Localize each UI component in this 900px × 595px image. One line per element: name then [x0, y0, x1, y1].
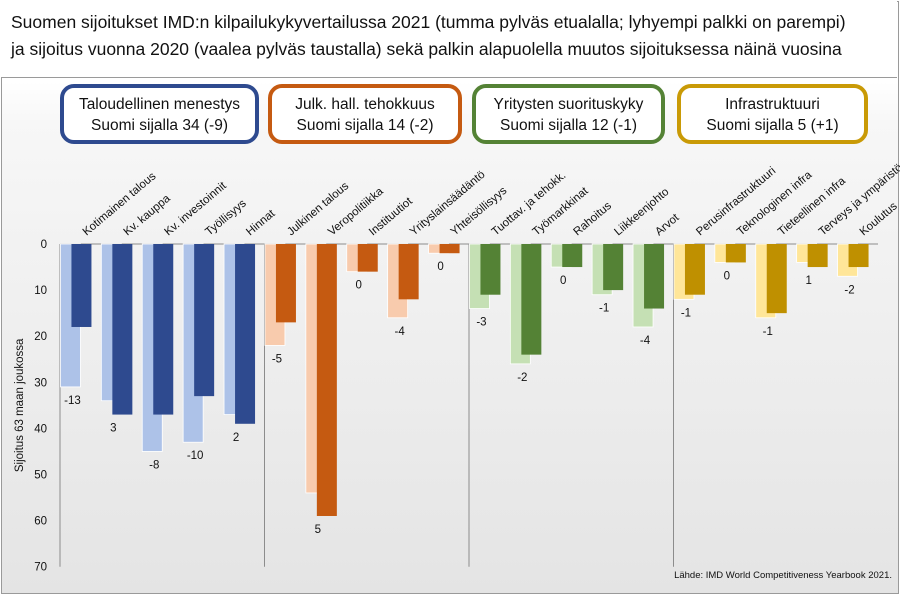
group-box-yritysten: Yritysten suorituskyky Suomi sijalla 12 …: [472, 84, 665, 144]
group-box-name: Yritysten suorituskyky: [493, 96, 644, 113]
bar-2021: [644, 244, 665, 309]
y-tick-label: 30: [34, 377, 47, 389]
x-category-label: Kotimainen talous: [81, 170, 159, 238]
bar-2021: [807, 244, 828, 268]
y-axis-label: Sijoitus 63 maan joukossa: [14, 338, 26, 472]
bar-2021: [71, 244, 92, 327]
change-label: 1: [805, 275, 811, 287]
bar-2021: [153, 244, 174, 415]
x-category-label: Hinnat: [244, 207, 278, 238]
change-label: 0: [560, 275, 566, 287]
x-category-label: Tuottav. ja tehokk.: [490, 170, 569, 239]
group-box-subtitle: Suomi sijalla 34 (-9): [91, 117, 228, 134]
change-label: 2: [233, 432, 239, 444]
bar-2021: [684, 244, 705, 295]
bar-2021: [398, 244, 419, 300]
chart-title: Suomen sijoitukset IMD:n kilpailukykyver…: [1, 1, 897, 78]
bar-2021: [521, 244, 542, 355]
y-tick-label: 0: [41, 239, 47, 251]
x-category-label: Terveys ja ympäristö: [817, 162, 900, 239]
group-box-name: Taloudellinen menestys: [78, 96, 241, 113]
bar-2021: [562, 244, 583, 268]
group-box-subtitle: Suomi sijalla 12 (-1): [500, 117, 637, 134]
change-label: -3: [476, 317, 486, 329]
change-label: -10: [187, 450, 204, 462]
change-label: -13: [64, 395, 81, 407]
x-category-label: Teknologinen infra: [735, 169, 815, 239]
change-label: -4: [640, 335, 651, 347]
bar-2021: [112, 244, 133, 415]
x-category-label: Arvot: [653, 211, 682, 238]
group-box-taloudellinen: Taloudellinen menestys Suomi sijalla 34 …: [60, 84, 259, 144]
bar-2021: [480, 244, 501, 295]
change-label: -1: [599, 303, 609, 315]
y-tick-label: 20: [34, 331, 47, 343]
change-label: -2: [517, 372, 527, 384]
chart-title-line-1: Suomen sijoitukset IMD:n kilpailukykyver…: [11, 12, 846, 32]
y-tick-label: 50: [34, 470, 47, 482]
change-label: -8: [149, 459, 159, 471]
group-box-infrastruktuuri: Infrastruktuuri Suomi sijalla 5 (+1): [677, 84, 868, 144]
group-box-julkinen: Julk. hall. tehokkuus Suomi sijalla 14 (…: [268, 84, 462, 144]
change-label: 3: [110, 423, 116, 435]
x-category-label: Yrityslainsäädäntö: [408, 169, 488, 239]
group-box-name: Julk. hall. tehokkuus: [295, 96, 435, 113]
x-category-label: Koulutus: [858, 200, 900, 238]
bar-2021: [766, 244, 787, 314]
bar-2021: [848, 244, 869, 268]
bar-2021: [194, 244, 215, 397]
bar-2021: [316, 244, 337, 516]
change-label: -5: [272, 353, 282, 365]
x-category-label: Tieteellinen infra: [776, 175, 848, 239]
change-label: -4: [395, 326, 406, 338]
bar-2021: [235, 244, 256, 424]
change-label: -2: [844, 284, 854, 296]
change-label: 5: [315, 524, 321, 536]
chart-title-line-2: ja sijoitus vuonna 2020 (vaalea pylväs t…: [11, 39, 842, 59]
group-box-name: Infrastruktuuri: [725, 96, 820, 113]
change-label: 0: [437, 261, 443, 273]
y-tick-label: 10: [34, 285, 47, 297]
change-label: 0: [724, 270, 730, 282]
bar-2021: [439, 244, 460, 254]
group-box-subtitle: Suomi sijalla 14 (-2): [296, 117, 434, 134]
bar-2021: [275, 244, 296, 323]
bar-2021: [725, 244, 746, 263]
bar-2021: [357, 244, 378, 272]
change-label: -1: [681, 307, 691, 319]
x-category-label: Rahoitus: [571, 200, 614, 239]
y-tick-label: 60: [34, 516, 47, 528]
bar-2021: [603, 244, 624, 291]
source-note: Lähde: IMD World Competitiveness Yearboo…: [674, 570, 892, 581]
change-label: 0: [356, 280, 362, 292]
change-label: -1: [763, 326, 773, 338]
y-tick-label: 70: [34, 562, 47, 574]
group-box-subtitle: Suomi sijalla 5 (+1): [706, 117, 839, 134]
y-tick-label: 40: [34, 423, 47, 435]
